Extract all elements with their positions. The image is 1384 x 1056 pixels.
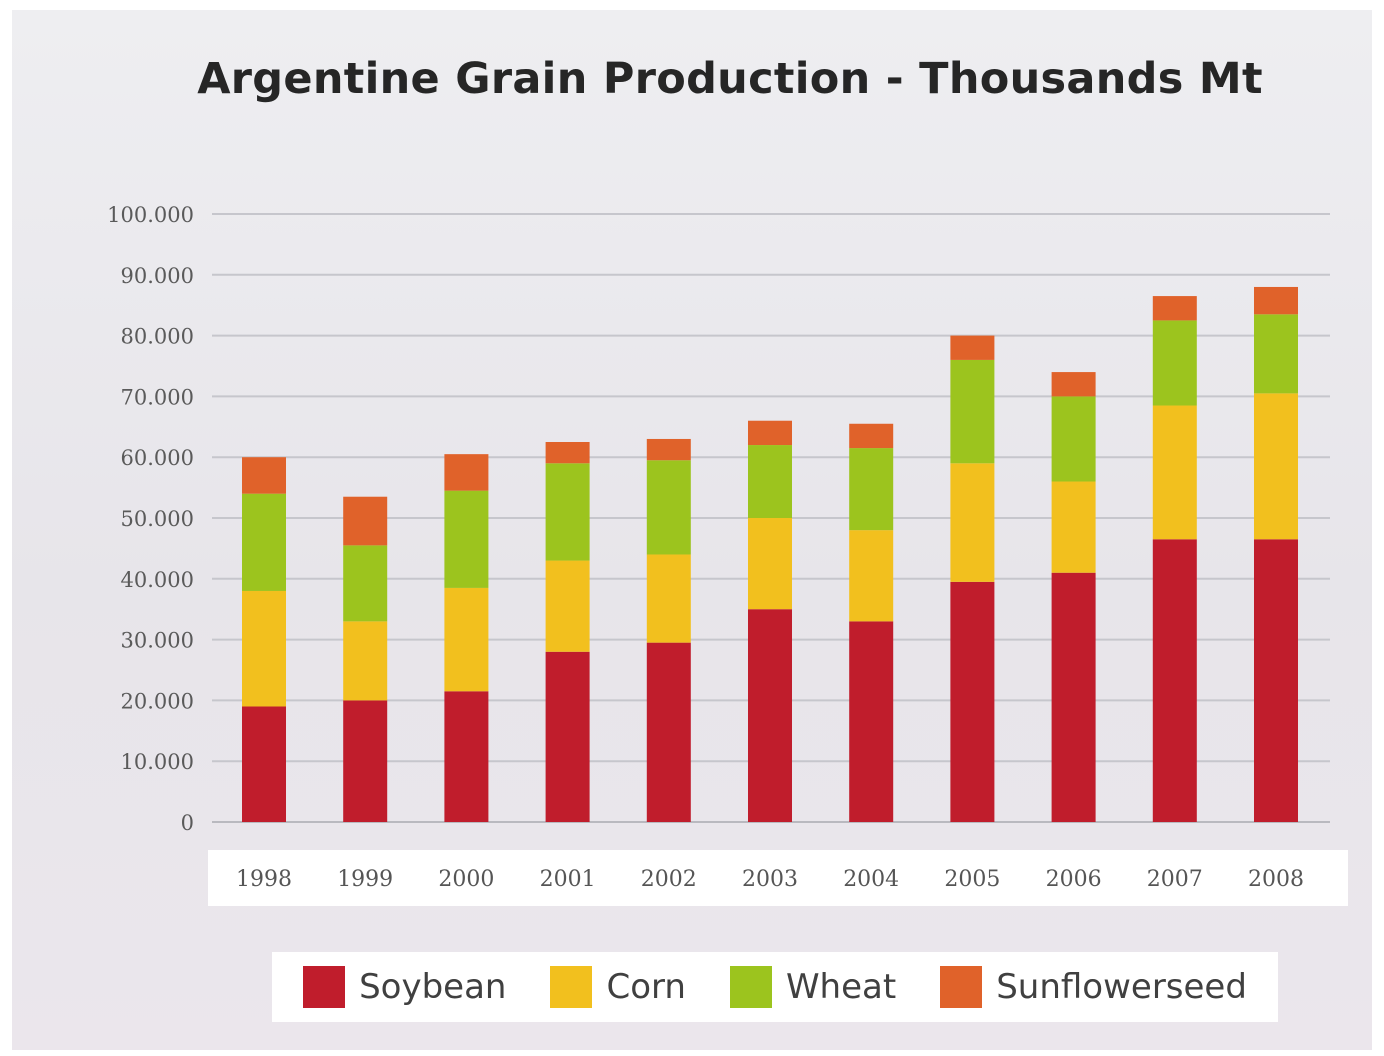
x-tick-label: 1998: [236, 867, 292, 892]
legend-label: Soybean: [359, 967, 507, 1007]
bar-segment-corn: [950, 463, 995, 582]
y-tick-label: 0: [181, 811, 194, 835]
bar-segment-wheat: [1254, 314, 1298, 394]
bar-segment-corn: [1254, 393, 1298, 540]
legend-label: Wheat: [785, 967, 897, 1007]
legend-item-corn: Corn: [550, 966, 686, 1008]
bar-segment-sunflowerseed: [950, 335, 995, 360]
y-tick-label: 70.000: [121, 385, 194, 409]
x-tick-label: 1999: [337, 867, 393, 892]
x-tick-label: 2003: [742, 867, 798, 892]
bar-segment-soybean: [1051, 572, 1096, 822]
bar-segment-wheat: [646, 460, 691, 555]
y-tick-label: 60.000: [121, 446, 194, 470]
bar-segment-sunflowerseed: [545, 442, 590, 464]
bar-segment-sunflowerseed: [748, 420, 792, 446]
bar-segment-wheat: [242, 493, 286, 591]
bar-segment-sunflowerseed: [343, 496, 388, 546]
bar-segment-wheat: [1152, 320, 1197, 406]
legend-label: Sunflowerseed: [996, 967, 1247, 1007]
bar-segment-corn: [242, 590, 286, 707]
bar-segment-wheat: [1051, 396, 1096, 482]
bar-segment-corn: [1051, 481, 1096, 573]
bar-segment-soybean: [242, 706, 286, 822]
y-tick-label: 10.000: [121, 750, 194, 774]
y-tick-label: 30.000: [121, 629, 194, 653]
bar-segment-soybean: [950, 581, 995, 822]
x-tick-label: 2006: [1046, 867, 1102, 892]
legend: Soybean Corn Wheat Sunflowerseed: [272, 952, 1278, 1022]
bar-segment-soybean: [849, 621, 894, 822]
x-tick-label: 2002: [641, 867, 697, 892]
x-axis-label-strip: [208, 850, 1348, 906]
bar-segment-corn: [343, 621, 388, 701]
x-tick-label: 2008: [1248, 867, 1304, 892]
legend-label: Corn: [606, 967, 686, 1007]
bar-segment-corn: [646, 554, 691, 643]
x-axis-ticks: 1998 1999 2000 2001 2002 2003 2004 2005 2006 2007…: [236, 867, 1304, 892]
legend-item-sunflowerseed: Sunflowerseed: [940, 966, 1247, 1008]
bar-segment-corn: [849, 530, 894, 622]
bar-segment-wheat: [545, 463, 590, 561]
bar-segment-corn: [1152, 405, 1197, 540]
bar-segment-soybean: [748, 609, 792, 822]
bar-segment-wheat: [849, 448, 894, 531]
bar-segment-wheat: [748, 445, 792, 518]
y-tick-label: 20.000: [121, 689, 194, 713]
bar-segment-soybean: [444, 691, 489, 822]
bar-segment-corn: [545, 560, 590, 652]
bar-segment-sunflowerseed: [1152, 296, 1197, 321]
bar-segment-soybean: [545, 651, 590, 822]
bar-segment-corn: [748, 518, 792, 610]
x-tick-label: 2005: [944, 867, 1000, 892]
bar-segment-sunflowerseed: [1051, 372, 1096, 397]
bar-segment-soybean: [343, 700, 388, 822]
x-tick-label: 2000: [438, 867, 494, 892]
legend-swatch: [550, 966, 593, 1008]
bar-segment-soybean: [646, 642, 691, 822]
bar-segment-sunflowerseed: [242, 457, 286, 494]
bar-segment-sunflowerseed: [849, 423, 894, 449]
chart-title: Argentine Grain Production - Thousands M…: [197, 54, 1263, 104]
bar-segment-soybean: [1152, 539, 1197, 822]
x-tick-label: 2004: [843, 867, 899, 892]
bar-segment-sunflowerseed: [646, 438, 691, 461]
y-tick-label: 80.000: [121, 325, 194, 349]
y-tick-label: 50.000: [121, 507, 194, 531]
legend-swatch: [940, 966, 983, 1008]
x-tick-label: 2007: [1147, 867, 1203, 892]
bar-segment-wheat: [950, 359, 995, 464]
x-tick-label: 2001: [540, 867, 596, 892]
legend-item-soybean: Soybean: [303, 966, 506, 1008]
bar-segment-sunflowerseed: [444, 454, 489, 491]
y-axis-ticks: 0 10.000 20.000 30.000 40.000 50.000 60.000 70.…: [107, 203, 194, 835]
bar-segment-wheat: [444, 490, 489, 588]
bar-segment-sunflowerseed: [1254, 286, 1298, 315]
y-tick-label: 40.000: [121, 568, 194, 592]
legend-swatch: [303, 966, 346, 1008]
y-tick-label: 100.000: [107, 203, 194, 227]
bar-segment-corn: [444, 587, 489, 692]
bars: [242, 286, 1298, 822]
bar-segment-soybean: [1254, 539, 1298, 822]
bar-segment-wheat: [343, 545, 388, 622]
y-tick-label: 90.000: [121, 264, 194, 288]
legend-item-wheat: Wheat: [729, 966, 897, 1008]
legend-swatch: [729, 966, 772, 1008]
